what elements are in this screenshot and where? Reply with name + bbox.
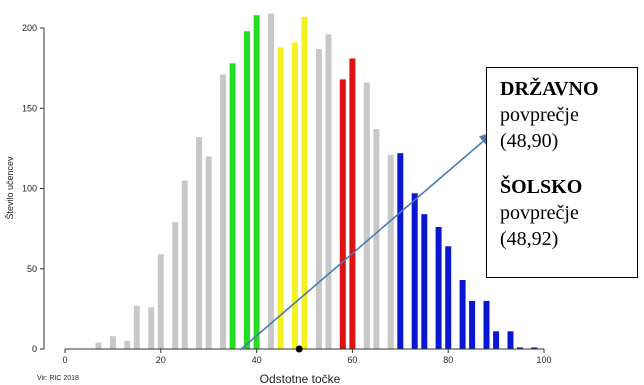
bar-29 <box>445 246 452 349</box>
national-label: povprečje <box>500 104 579 126</box>
bar-7 <box>181 180 188 349</box>
bar-34 <box>507 331 514 349</box>
bar-31 <box>469 300 476 349</box>
bar-11 <box>229 63 236 350</box>
school-label: povprečje <box>500 202 579 224</box>
x-tick-label-0: 0 <box>62 355 67 365</box>
bar-9 <box>205 156 212 349</box>
source-label: Vir: RIC 2018 <box>37 375 79 382</box>
bar-36 <box>531 347 538 349</box>
x-tick-label-80: 80 <box>443 355 453 365</box>
y-axis-label: Število učencev <box>5 156 15 220</box>
bar-17 <box>301 16 308 350</box>
national-value: (48,90) <box>500 130 559 152</box>
school-heading: ŠOLSKO <box>500 176 583 198</box>
bar-16 <box>291 42 298 350</box>
x-axis-label: Odstotne točke <box>260 372 341 385</box>
callout-arrow <box>239 130 496 351</box>
y-tick-label-100: 100 <box>22 184 37 194</box>
bar-22 <box>363 82 370 349</box>
national-heading: DRŽAVNO <box>500 78 599 100</box>
bar-2 <box>124 341 131 349</box>
bar-28 <box>435 227 442 349</box>
bar-21 <box>349 58 356 349</box>
bar-13 <box>253 15 260 349</box>
mean-marker <box>295 345 303 353</box>
bar-35 <box>517 347 523 349</box>
bar-23 <box>373 129 380 349</box>
x-tick-label-40: 40 <box>252 355 262 365</box>
bar-14 <box>268 13 274 349</box>
bar-19 <box>325 34 332 350</box>
bars-layer <box>95 13 538 350</box>
average-callout: DRŽAVNO povprečje (48,90) ŠOLSKO povpreč… <box>486 67 638 278</box>
x-tick-label-20: 20 <box>156 355 166 365</box>
bar-20 <box>339 79 346 350</box>
y-tick-label-200: 200 <box>22 23 37 33</box>
y-tick-label-50: 50 <box>27 264 37 274</box>
bar-25 <box>397 153 404 349</box>
y-tick-label-0: 0 <box>32 344 37 354</box>
bar-8 <box>196 137 203 349</box>
bar-5 <box>157 254 164 349</box>
y-tick-label-150: 150 <box>22 103 37 113</box>
bar-15 <box>277 47 284 350</box>
school-value: (48,92) <box>500 228 559 250</box>
bar-32 <box>483 300 490 349</box>
bar-0 <box>95 342 102 349</box>
bar-26 <box>411 193 418 349</box>
bar-4 <box>148 307 155 349</box>
bar-24 <box>387 154 394 349</box>
bar-10 <box>220 74 227 349</box>
bar-3 <box>133 305 140 349</box>
x-tick-label-100: 100 <box>536 355 551 365</box>
bar-33 <box>493 331 500 349</box>
bar-27 <box>421 214 428 349</box>
bar-12 <box>244 31 250 349</box>
ticks-layer: 0 20 40 60 80 100 0 50 100 150 200 <box>22 23 552 365</box>
bar-18 <box>315 48 322 350</box>
x-tick-label-60: 60 <box>347 355 357 365</box>
bar-30 <box>459 280 466 349</box>
bar-1 <box>109 336 116 349</box>
bar-6 <box>172 222 179 349</box>
